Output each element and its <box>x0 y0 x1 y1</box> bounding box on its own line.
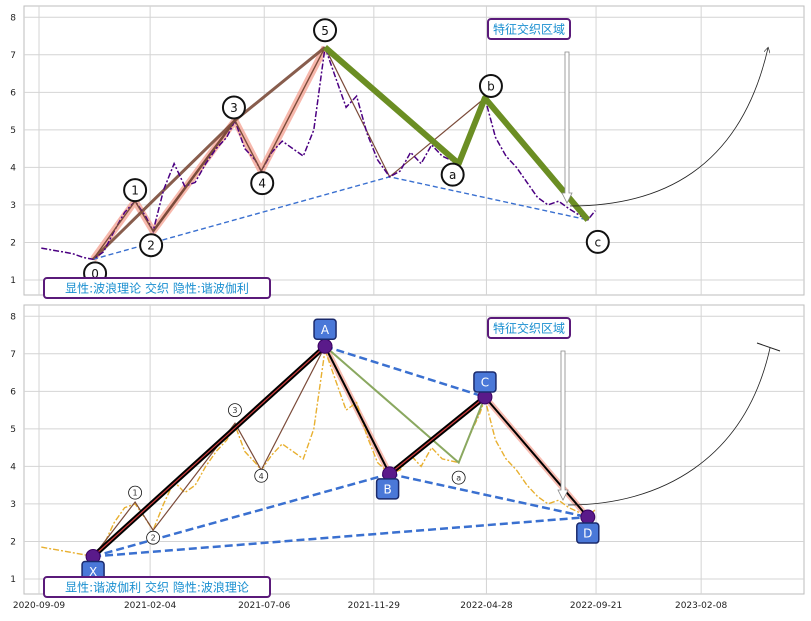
projection-arrow-bottom <box>567 347 771 506</box>
wave-label-0: 0 <box>91 267 99 281</box>
x-tick-label: 2021-02-04 <box>124 601 177 611</box>
y-tick-label: 7 <box>10 350 16 360</box>
wave-label-2-circle <box>139 233 164 258</box>
wave-marker-1-circle <box>128 485 143 500</box>
region-label-bottom: 特征交织区域 <box>493 321 565 336</box>
y-tick-label: 3 <box>10 500 16 510</box>
panel-frame-1 <box>23 5 805 296</box>
bottom-label-top: 显性:波浪理论 交织 隐性:谐波伽利 <box>65 281 249 296</box>
wave-label-3-circle <box>221 95 246 120</box>
y-tick-label: 7 <box>10 51 16 61</box>
y-tick-label: 3 <box>10 201 16 211</box>
harmonic-label-D: D <box>583 527 592 541</box>
wave-label-1-circle <box>123 178 148 203</box>
correction-wave <box>323 45 591 222</box>
y-tick-label: 6 <box>10 88 16 98</box>
ab-leg <box>324 345 391 475</box>
bottom-label-top-box <box>43 277 271 299</box>
y-tick-label: 1 <box>10 276 16 286</box>
wave-marker-3: 3 <box>232 406 237 415</box>
x-tick-label: 2022-04-28 <box>460 601 513 611</box>
wave-label-4-circle <box>250 171 275 196</box>
wave-label-2: 2 <box>147 239 155 253</box>
xd-dashed <box>93 515 588 558</box>
harmonic-node-D <box>580 509 596 525</box>
bottom-label-bottom-box <box>43 576 271 598</box>
y-tick-label: 2 <box>10 537 16 547</box>
x-tick-label: 2023-02-08 <box>675 601 728 611</box>
wave-label-a-circle <box>440 162 465 187</box>
wave-marker-4-circle <box>254 468 269 483</box>
x-tick-label: 2021-11-29 <box>348 601 401 611</box>
hidden-wave-green <box>324 345 486 465</box>
region-label-top: 特征交织区域 <box>493 22 565 37</box>
wave-label-4: 4 <box>258 177 266 191</box>
wave-label-c: c <box>594 235 601 249</box>
wave-marker-2: 2 <box>151 534 156 543</box>
xa-leg-inner <box>92 345 326 557</box>
x-tick-label: 2022-09-21 <box>570 601 622 611</box>
wave-label-1: 1 <box>131 184 139 198</box>
wave-marker-a-circle <box>451 470 466 485</box>
harmonic-label-C: C <box>481 375 489 389</box>
bottom-label-bottom: 显性:谐波伽利 交织 隐性:波浪理论 <box>65 580 249 595</box>
region-label-bottom-box <box>487 317 571 339</box>
harmonic-label-A-box <box>313 318 337 341</box>
impulse-zigzag <box>92 46 326 260</box>
harmonic-label-D-box <box>576 522 600 544</box>
y-tick-label: 1 <box>10 575 16 585</box>
region-arrow-top <box>561 51 573 204</box>
wave-label-5: 5 <box>321 24 329 38</box>
x-tick-label: 2021-07-06 <box>238 601 291 611</box>
wave-label-a: a <box>449 168 456 182</box>
harmonic-label-B-box <box>375 478 400 500</box>
y-tick-label: 8 <box>10 13 16 23</box>
wave-marker-2-circle <box>146 530 161 545</box>
bd-dashed <box>389 472 589 519</box>
wave-marker-3-circle <box>228 403 242 417</box>
wave-marker-4: 4 <box>259 472 264 481</box>
y-tick-label: 5 <box>10 425 16 435</box>
wave-zigzag <box>92 346 326 557</box>
y-tick-label: 4 <box>10 462 16 472</box>
y-tick-label: 8 <box>10 312 16 322</box>
xb-dashed <box>92 472 390 558</box>
region-label-top-box <box>487 18 571 40</box>
y-tick-label: 6 <box>10 387 16 397</box>
y-tick-label: 2 <box>10 238 16 248</box>
wave-label-c-circle <box>585 229 610 254</box>
region-arrow-bottom <box>557 350 569 501</box>
x-tick-label: 2020-09-09 <box>13 601 66 611</box>
wave-label-b-circle <box>478 73 503 98</box>
wave-label-3: 3 <box>230 101 238 115</box>
wave-marker-a: a <box>456 474 461 483</box>
harmonic-label-X: X <box>89 565 97 579</box>
harmonic-label-C-box <box>473 371 497 393</box>
projection-arrow-bottom-cap <box>756 342 781 352</box>
harmonic-label-B: B <box>383 482 391 496</box>
harmonic-node-A <box>317 338 333 354</box>
cd-leg <box>484 396 589 518</box>
y-tick-label: 5 <box>10 126 16 136</box>
wave-label-b: b <box>487 79 495 93</box>
bc-leg-inner <box>389 396 486 475</box>
wave-marker-1: 1 <box>133 489 138 498</box>
wave-label-5-circle <box>313 18 338 43</box>
projection-arrow-top <box>569 48 768 207</box>
panel-frame-2 <box>23 304 805 595</box>
price-line-bottom <box>41 349 596 558</box>
y-tick-label: 4 <box>10 163 16 173</box>
harmonic-label-A: A <box>321 323 330 337</box>
ac-dashed <box>324 345 486 399</box>
